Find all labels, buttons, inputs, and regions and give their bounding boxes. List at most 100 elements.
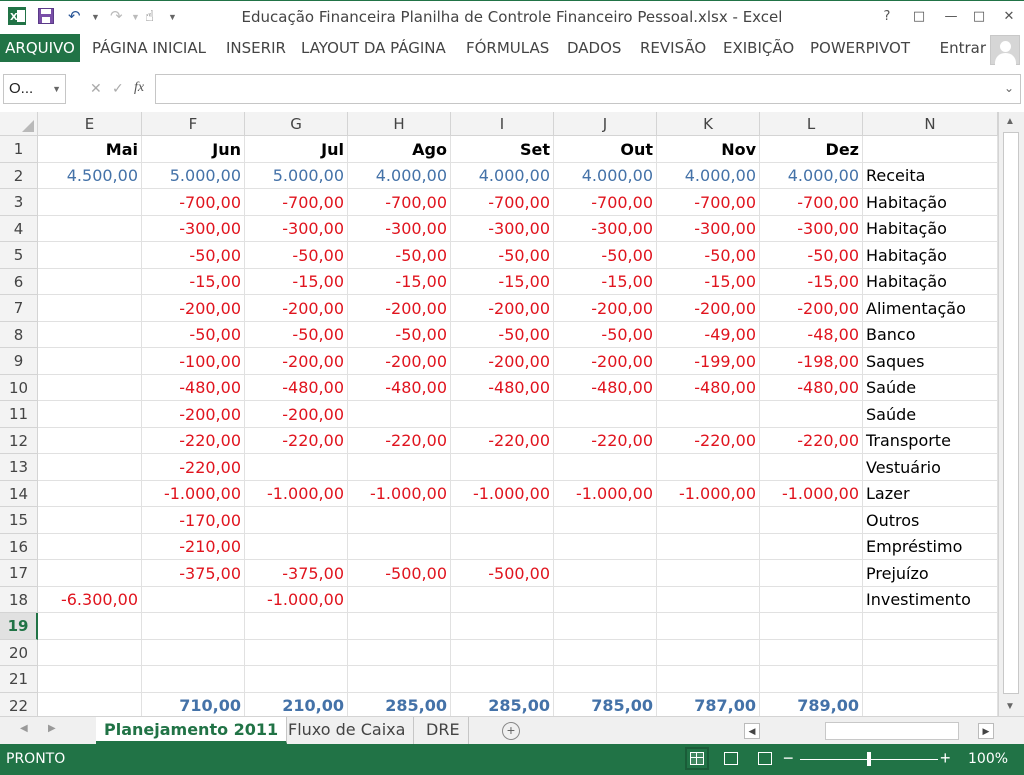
row-header-21[interactable]: 21 bbox=[0, 666, 38, 693]
cell-k14[interactable]: -1.000,00 bbox=[657, 481, 760, 507]
cell-i16[interactable] bbox=[451, 534, 554, 560]
enter-icon[interactable]: ✓ bbox=[112, 80, 124, 96]
cell-f18[interactable] bbox=[142, 587, 245, 613]
cell-k10[interactable]: -480,00 bbox=[657, 375, 760, 401]
cell-n15[interactable]: Outros bbox=[863, 507, 998, 534]
column-header-h[interactable]: H bbox=[348, 112, 451, 136]
cell-h17[interactable]: -500,00 bbox=[348, 560, 451, 587]
cell-e4[interactable] bbox=[38, 216, 142, 242]
cell-i10[interactable]: -480,00 bbox=[451, 375, 554, 401]
row-header-3[interactable]: 3 bbox=[0, 189, 38, 216]
cell-k4[interactable]: -300,00 bbox=[657, 216, 760, 242]
cell-f2[interactable]: 5.000,00 bbox=[142, 163, 245, 189]
cell-f3[interactable]: -700,00 bbox=[142, 189, 245, 216]
cell-j20[interactable] bbox=[554, 640, 657, 666]
cell-i21[interactable] bbox=[451, 666, 554, 693]
cell-l20[interactable] bbox=[760, 640, 863, 666]
sign-in-link[interactable]: Entrar bbox=[939, 39, 986, 57]
row-header-13[interactable]: 13 bbox=[0, 454, 38, 481]
cell-g7[interactable]: -200,00 bbox=[245, 295, 348, 322]
minimize-icon[interactable]: — bbox=[944, 9, 958, 24]
cell-n22[interactable] bbox=[863, 693, 998, 716]
cell-k15[interactable] bbox=[657, 507, 760, 534]
tab-layout-da-pagina[interactable]: LAYOUT DA PÁGINA bbox=[301, 39, 446, 57]
cell-n8[interactable]: Banco bbox=[863, 322, 998, 348]
cell-k12[interactable]: -220,00 bbox=[657, 428, 760, 454]
sheet-tab-dre[interactable]: DRE bbox=[418, 717, 469, 744]
cell-j6[interactable]: -15,00 bbox=[554, 269, 657, 295]
cell-e16[interactable] bbox=[38, 534, 142, 560]
cell-j17[interactable] bbox=[554, 560, 657, 587]
cell-l1[interactable]: Dez bbox=[760, 136, 863, 163]
cell-f13[interactable]: -220,00 bbox=[142, 454, 245, 481]
cell-n12[interactable]: Transporte bbox=[863, 428, 998, 454]
cell-k5[interactable]: -50,00 bbox=[657, 242, 760, 269]
cell-l14[interactable]: -1.000,00 bbox=[760, 481, 863, 507]
cell-i14[interactable]: -1.000,00 bbox=[451, 481, 554, 507]
cell-g13[interactable] bbox=[245, 454, 348, 481]
cell-i2[interactable]: 4.000,00 bbox=[451, 163, 554, 189]
row-header-18[interactable]: 18 bbox=[0, 587, 38, 613]
cell-h19[interactable] bbox=[348, 613, 451, 640]
zoom-in-icon[interactable]: + bbox=[940, 748, 951, 768]
chevron-down-icon[interactable]: ▼ bbox=[52, 84, 61, 94]
cell-n4[interactable]: Habitação bbox=[863, 216, 998, 242]
undo-dropdown-icon[interactable]: ▼ bbox=[91, 12, 100, 22]
cell-f17[interactable]: -375,00 bbox=[142, 560, 245, 587]
cell-k9[interactable]: -199,00 bbox=[657, 348, 760, 375]
row-header-7[interactable]: 7 bbox=[0, 295, 38, 322]
cell-i4[interactable]: -300,00 bbox=[451, 216, 554, 242]
cell-h7[interactable]: -200,00 bbox=[348, 295, 451, 322]
column-header-j[interactable]: J bbox=[554, 112, 657, 136]
cell-l19[interactable] bbox=[760, 613, 863, 640]
cell-n14[interactable]: Lazer bbox=[863, 481, 998, 507]
cell-l10[interactable]: -480,00 bbox=[760, 375, 863, 401]
row-header-6[interactable]: 6 bbox=[0, 269, 38, 295]
column-header-k[interactable]: K bbox=[657, 112, 760, 136]
cell-h22[interactable]: 285,00 bbox=[348, 693, 451, 716]
row-header-12[interactable]: 12 bbox=[0, 428, 38, 454]
cell-f8[interactable]: -50,00 bbox=[142, 322, 245, 348]
cell-i17[interactable]: -500,00 bbox=[451, 560, 554, 587]
cell-e2[interactable]: 4.500,00 bbox=[38, 163, 142, 189]
cell-e22[interactable] bbox=[38, 693, 142, 716]
cell-g3[interactable]: -700,00 bbox=[245, 189, 348, 216]
cell-e15[interactable] bbox=[38, 507, 142, 534]
cell-j9[interactable]: -200,00 bbox=[554, 348, 657, 375]
cell-j7[interactable]: -200,00 bbox=[554, 295, 657, 322]
cell-h8[interactable]: -50,00 bbox=[348, 322, 451, 348]
cell-e20[interactable] bbox=[38, 640, 142, 666]
cell-j14[interactable]: -1.000,00 bbox=[554, 481, 657, 507]
scroll-left-icon[interactable]: ◀ bbox=[744, 723, 760, 739]
cell-l3[interactable]: -700,00 bbox=[760, 189, 863, 216]
sheet-tab-fluxo-de-caixa[interactable]: Fluxo de Caixa bbox=[280, 717, 415, 744]
page-layout-view-icon[interactable] bbox=[724, 752, 738, 765]
cell-l4[interactable]: -300,00 bbox=[760, 216, 863, 242]
cell-g4[interactable]: -300,00 bbox=[245, 216, 348, 242]
cell-f9[interactable]: -100,00 bbox=[142, 348, 245, 375]
save-icon[interactable] bbox=[38, 8, 54, 24]
row-header-15[interactable]: 15 bbox=[0, 507, 38, 534]
cell-h12[interactable]: -220,00 bbox=[348, 428, 451, 454]
cell-g9[interactable]: -200,00 bbox=[245, 348, 348, 375]
cell-n19[interactable] bbox=[863, 613, 998, 640]
cell-h18[interactable] bbox=[348, 587, 451, 613]
column-header-n[interactable]: N bbox=[863, 112, 998, 136]
cell-j1[interactable]: Out bbox=[554, 136, 657, 163]
cell-j11[interactable] bbox=[554, 401, 657, 428]
row-header-9[interactable]: 9 bbox=[0, 348, 38, 375]
tab-powerpivot[interactable]: POWERPIVOT bbox=[810, 39, 911, 57]
column-header-i[interactable]: I bbox=[451, 112, 554, 136]
cell-n13[interactable]: Vestuário bbox=[863, 454, 998, 481]
cell-i15[interactable] bbox=[451, 507, 554, 534]
cell-j5[interactable]: -50,00 bbox=[554, 242, 657, 269]
cell-e10[interactable] bbox=[38, 375, 142, 401]
cancel-icon[interactable]: ✕ bbox=[90, 80, 102, 96]
cell-f20[interactable] bbox=[142, 640, 245, 666]
normal-view-icon[interactable] bbox=[685, 747, 709, 770]
cell-i12[interactable]: -220,00 bbox=[451, 428, 554, 454]
cell-k8[interactable]: -49,00 bbox=[657, 322, 760, 348]
row-header-14[interactable]: 14 bbox=[0, 481, 38, 507]
cell-e8[interactable] bbox=[38, 322, 142, 348]
zoom-level[interactable]: 100% bbox=[968, 751, 1009, 767]
